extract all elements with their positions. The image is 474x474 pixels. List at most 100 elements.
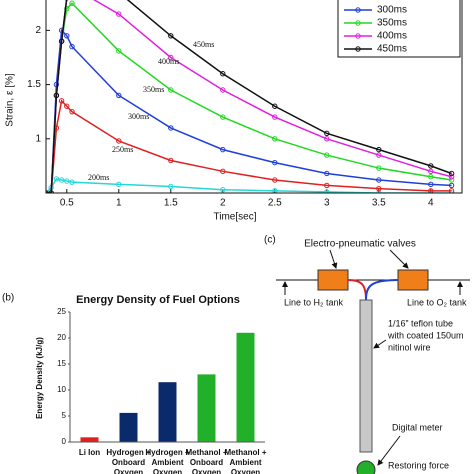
x-tick-label: 2.5	[268, 198, 282, 209]
annotation: 200ms	[88, 173, 109, 182]
bar	[158, 382, 177, 442]
data-point	[376, 165, 382, 171]
data-point	[428, 163, 434, 169]
data-point	[220, 187, 226, 193]
data-point	[58, 177, 65, 183]
y-tick-label: 1.5	[27, 79, 41, 90]
data-point	[448, 177, 455, 183]
series-line	[46, 99, 452, 193]
y-tick-label: 25	[57, 307, 66, 316]
x-tick-label: Hydrogen + Ambient Oxygen	[145, 448, 190, 474]
data-point	[64, 178, 70, 184]
data-point	[53, 176, 60, 182]
bar	[197, 374, 216, 442]
x-tick-label: 1	[116, 198, 122, 209]
legend-label: 250ms	[377, 0, 407, 3]
data-point	[272, 177, 278, 183]
y-tick-label: 1	[35, 133, 41, 144]
x-axis-label: Time[sec]	[214, 212, 257, 223]
y-tick-label: 10	[57, 385, 66, 394]
force-label: Restoring force	[388, 460, 449, 470]
data-point	[64, 103, 70, 109]
bar	[119, 412, 138, 442]
data-point	[220, 168, 226, 175]
annotation: 250ms	[112, 145, 133, 154]
bar	[80, 437, 99, 442]
data-point	[376, 146, 382, 153]
data-point	[168, 183, 174, 190]
data-point	[448, 174, 455, 180]
data-point	[69, 108, 75, 115]
data-point	[324, 152, 330, 158]
tube-label: nitinol wire	[388, 342, 431, 352]
data-point	[53, 81, 60, 88]
data-point	[448, 188, 455, 193]
panel-label: (b)	[2, 293, 14, 304]
data-point	[220, 146, 226, 153]
valve	[397, 269, 429, 291]
x-tick-label: 3.5	[372, 198, 386, 209]
x-tick-label: 4	[428, 198, 434, 209]
data-point	[324, 130, 330, 137]
data-point	[220, 87, 226, 93]
data-point	[324, 182, 330, 189]
data-point	[376, 177, 382, 183]
data-point	[64, 5, 70, 12]
data-point	[168, 54, 174, 61]
data-point	[116, 181, 122, 188]
y-tick-label: 20	[57, 333, 66, 342]
data-point	[448, 182, 455, 189]
x-tick-label: Hydrogen + Onboard Oxygen	[106, 448, 151, 474]
h2-label: Line to H₂ tank	[284, 297, 344, 307]
legend-marker	[355, 33, 361, 39]
chart-title: Energy Density of Fuel Options	[76, 294, 240, 306]
series-line	[46, 0, 452, 193]
x-tick-label: Methanol + Ambient Oxygen	[224, 448, 267, 474]
arrow	[373, 339, 387, 349]
tube-label: with coated 150um	[387, 330, 464, 340]
data-point	[428, 168, 434, 175]
plot-area	[46, 0, 455, 193]
arrow	[389, 249, 409, 269]
legend-label: 350ms	[377, 18, 407, 29]
data-point	[324, 136, 330, 142]
data-point	[272, 114, 278, 120]
tube-label: 1/16” teflon tube	[388, 318, 453, 328]
y-axis-label: Strain, ε [%]	[5, 73, 16, 127]
data-point	[168, 33, 174, 39]
legend-marker	[355, 20, 361, 26]
data-point	[428, 188, 434, 193]
data-point	[428, 181, 434, 188]
valve	[317, 269, 349, 291]
data-point	[324, 189, 330, 193]
axes-box	[45, 0, 463, 194]
meter	[356, 460, 376, 474]
data-point	[220, 114, 226, 120]
x-tick-label: Methanol + Onboard Oxygen	[185, 448, 228, 474]
annotation: 450ms	[193, 40, 214, 49]
data-point	[272, 136, 278, 142]
legend-marker	[355, 46, 361, 52]
data-point	[58, 98, 65, 104]
data-point	[58, 38, 65, 44]
y-tick-label: 0	[62, 437, 67, 446]
data-point	[116, 138, 122, 144]
legend-label: 450ms	[377, 44, 407, 55]
y-tick-label: 2	[35, 25, 41, 36]
data-point	[324, 170, 330, 177]
data-point	[272, 159, 278, 166]
annotation: 350ms	[143, 85, 164, 94]
legend-marker	[355, 7, 361, 13]
o2-label: Line to O₂ tank	[407, 297, 467, 307]
data-point	[376, 185, 382, 192]
y-tick-label: 5	[62, 411, 67, 420]
data-point	[272, 103, 278, 109]
annotation: 300ms	[128, 112, 149, 121]
diagram: (c) Electro-pneumatic valves Line to H₂ …	[264, 235, 470, 474]
data-point	[168, 87, 174, 93]
data-point	[428, 174, 434, 180]
panel-label: (c)	[264, 235, 276, 246]
data-point	[168, 125, 174, 131]
x-tick-label: 0.5	[60, 198, 74, 209]
legend-label: 400ms	[377, 31, 407, 42]
